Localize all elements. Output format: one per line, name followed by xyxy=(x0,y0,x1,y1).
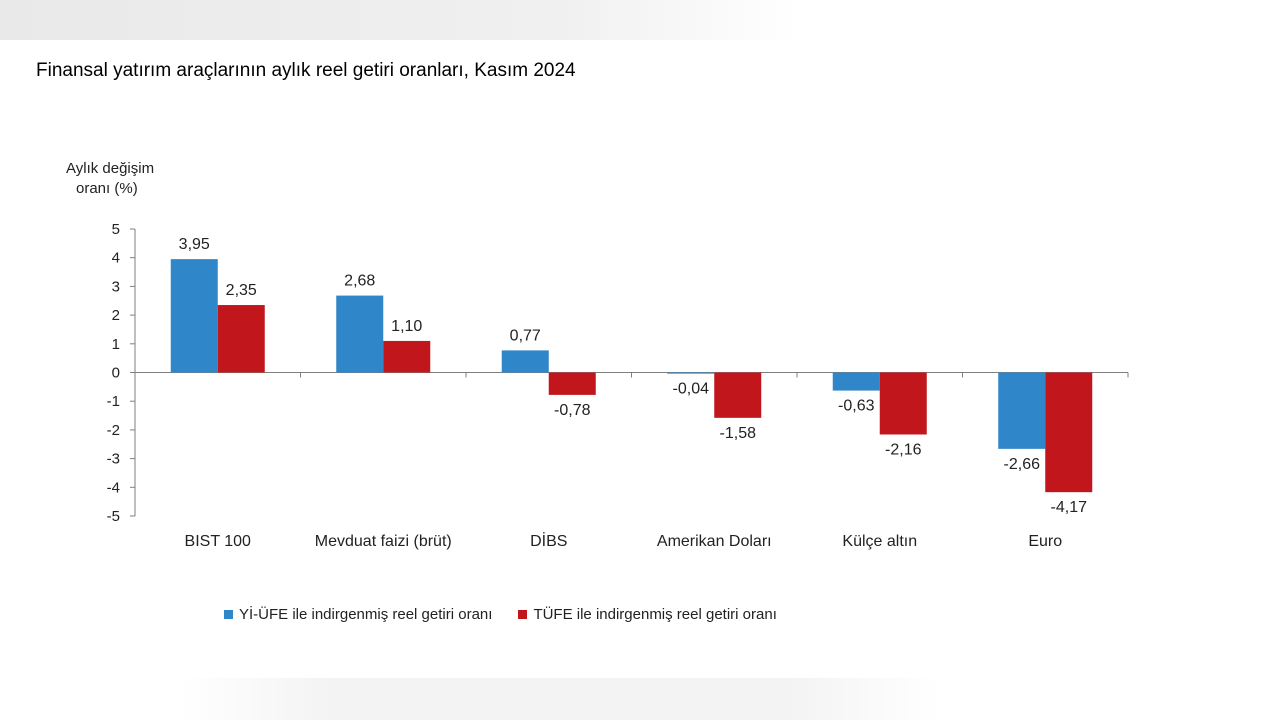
y-tick-label: -5 xyxy=(107,508,120,525)
data-label-series-2: -2,16 xyxy=(885,441,922,458)
legend-swatch-tufe xyxy=(518,610,528,619)
y-tick-label: -1 xyxy=(107,393,120,410)
top-shade xyxy=(0,0,800,40)
data-label-series-1: -2,66 xyxy=(1004,456,1041,473)
legend-label-yi-ufe: Yİ-ÜFE ile indirgenmiş reel getiri oranı xyxy=(239,606,493,623)
category-label: Mevduat faizi (brüt) xyxy=(315,533,452,550)
data-label-series-1: 0,77 xyxy=(510,327,541,344)
bar-series-2 xyxy=(714,372,762,418)
chart-title: Finansal yatırım araçlarının aylık reel … xyxy=(36,60,576,81)
data-label-series-1: -0,04 xyxy=(673,381,710,398)
y-axis-label-line-1: Aylık değişim xyxy=(66,160,154,177)
y-tick-label: 1 xyxy=(112,336,120,353)
data-label-series-1: 3,95 xyxy=(179,236,210,253)
category-label: Euro xyxy=(1028,533,1062,550)
bar-chart: Aylık değişim oranı (%) 5 4 3 2 1 0 -1 -2 -3 -4 -5… xyxy=(66,160,1129,550)
y-tick-label: 3 xyxy=(112,278,120,295)
category-label: DİBS xyxy=(530,531,567,550)
legend-label-tufe: TÜFE ile indirgenmiş reel getiri oranı xyxy=(533,606,777,623)
category-label: BIST 100 xyxy=(185,533,252,550)
y-tick-label: -3 xyxy=(107,451,120,468)
bottom-shade xyxy=(180,678,940,720)
y-tick-label: -4 xyxy=(107,479,120,496)
data-label-series-1: 2,68 xyxy=(344,273,375,290)
legend-swatch-yi-ufe xyxy=(224,610,233,619)
y-tick-label: 5 xyxy=(112,221,120,238)
category-label: Amerikan Doları xyxy=(657,533,772,550)
y-axis-label-line-2: oranı (%) xyxy=(76,180,138,197)
category-label: Külçe altın xyxy=(842,533,917,550)
bar-series-2 xyxy=(879,372,927,435)
y-tick-label: 2 xyxy=(112,307,120,324)
y-tick-label: 0 xyxy=(112,365,120,382)
bar-series-1 xyxy=(501,350,549,373)
data-label-series-2: -4,17 xyxy=(1051,499,1088,516)
bar-series-2 xyxy=(548,372,596,395)
legend-item-yi-ufe: Yİ-ÜFE ile indirgenmiş reel getiri oranı xyxy=(224,606,492,623)
bar-series-2 xyxy=(217,305,265,373)
bar-series-1 xyxy=(170,259,218,373)
bar-series-1 xyxy=(667,372,715,374)
y-tick-label: 4 xyxy=(112,250,120,267)
data-label-series-2: 2,35 xyxy=(226,282,257,299)
data-label-series-1: -0,63 xyxy=(838,398,875,415)
legend-item-tufe: TÜFE ile indirgenmiş reel getiri oranı xyxy=(518,606,777,623)
y-tick-label: -2 xyxy=(107,422,120,439)
data-label-series-2: 1,10 xyxy=(391,318,422,335)
bar-series-1 xyxy=(998,372,1046,449)
data-label-series-2: -0,78 xyxy=(554,402,591,419)
data-label-series-2: -1,58 xyxy=(720,425,757,442)
bar-series-1 xyxy=(336,295,384,373)
bar-series-1 xyxy=(832,372,880,391)
bar-series-2 xyxy=(383,340,431,373)
legend: Yİ-ÜFE ile indirgenmiş reel getiri oranı… xyxy=(224,606,803,623)
bar-series-2 xyxy=(1045,372,1093,493)
